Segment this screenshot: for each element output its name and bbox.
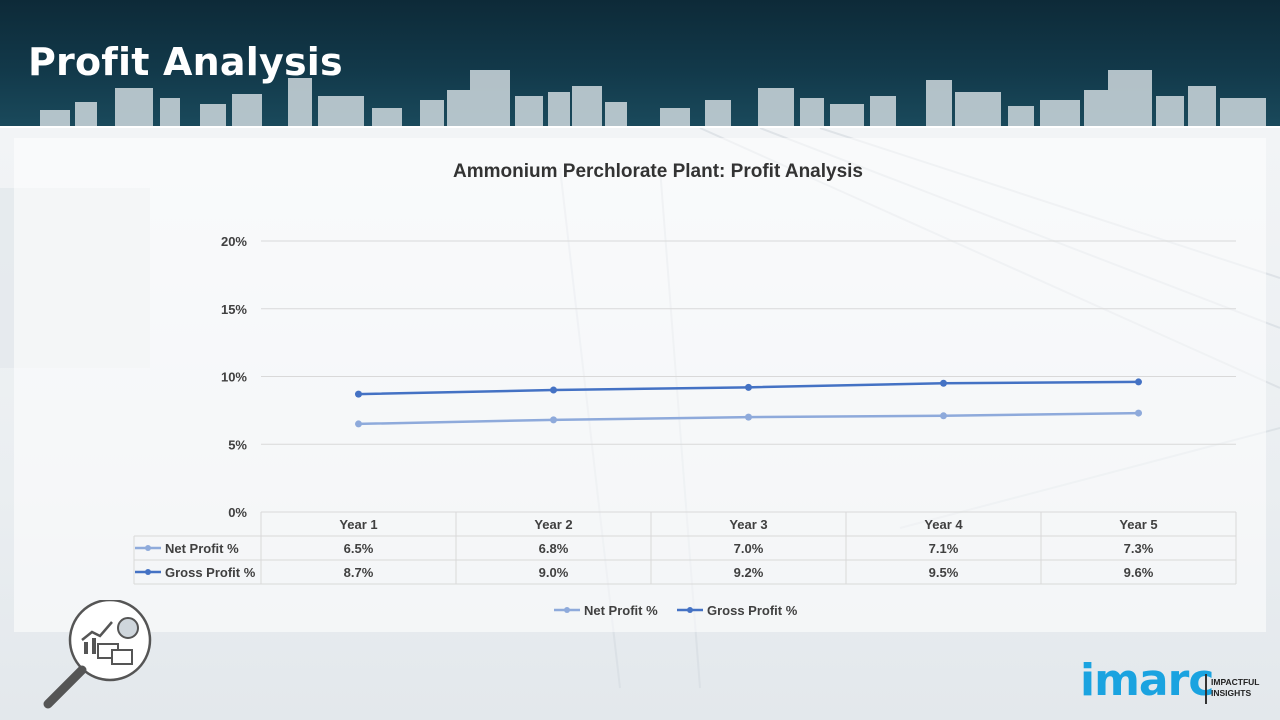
profit-chart: Ammonium Perchlorate Plant: Profit Analy…: [133, 161, 1237, 618]
y-tick-label: 20%: [221, 234, 247, 249]
data-point: [355, 420, 362, 428]
legend-label: Net Profit %: [584, 603, 658, 618]
data-point: [745, 413, 752, 421]
data-label: 9.0%: [539, 565, 569, 580]
data-label: 7.1%: [929, 541, 959, 556]
x-tick-label: Year 5: [1119, 517, 1157, 532]
y-tick-label: 10%: [221, 370, 247, 385]
data-point: [1135, 409, 1142, 417]
data-label: 6.5%: [344, 541, 374, 556]
logo-wordmark: imarc: [1080, 655, 1214, 706]
chart-title: Ammonium Perchlorate Plant: Profit Analy…: [453, 161, 863, 182]
x-tick-label: Year 4: [924, 517, 963, 532]
legend-marker: [564, 607, 570, 613]
data-point: [1135, 378, 1142, 386]
imarc-logo: imarc IMPACTFUL INSIGHTS: [1080, 656, 1270, 706]
data-point: [940, 412, 947, 420]
data-point: [940, 379, 947, 387]
table-series-label: Gross Profit %: [165, 565, 256, 580]
data-label: 9.6%: [1124, 565, 1154, 580]
analytics-magnifier-icon: [43, 600, 152, 709]
data-point: [550, 416, 557, 424]
data-label: 9.2%: [734, 565, 764, 580]
y-tick-label: 15%: [221, 302, 247, 317]
page-title: Profit Analysis: [28, 40, 343, 84]
chart-panel: Ammonium Perchlorate Plant: Profit Analy…: [14, 138, 1266, 632]
city-skyline: [0, 70, 1280, 128]
table-legend-marker: [145, 569, 151, 575]
data-label: 7.3%: [1124, 541, 1154, 556]
data-point: [550, 386, 557, 394]
y-tick-label: 5%: [228, 437, 247, 452]
table-series-label: Net Profit %: [165, 541, 239, 556]
legend-label: Gross Profit %: [707, 603, 798, 618]
x-tick-label: Year 3: [729, 517, 767, 532]
table-legend-marker: [145, 545, 151, 551]
x-tick-label: Year 2: [534, 517, 572, 532]
data-label: 9.5%: [929, 565, 959, 580]
legend-marker: [687, 607, 693, 613]
y-tick-label: 0%: [228, 505, 247, 520]
header-banner: Profit Analysis: [0, 0, 1280, 128]
logo-tagline: IMPACTFUL INSIGHTS: [1211, 677, 1260, 698]
data-point: [745, 383, 752, 391]
data-label: 8.7%: [344, 565, 374, 580]
x-tick-label: Year 1: [339, 517, 377, 532]
data-label: 6.8%: [539, 541, 569, 556]
data-point: [355, 390, 362, 398]
data-label: 7.0%: [734, 541, 764, 556]
logo-divider: [1205, 674, 1207, 704]
